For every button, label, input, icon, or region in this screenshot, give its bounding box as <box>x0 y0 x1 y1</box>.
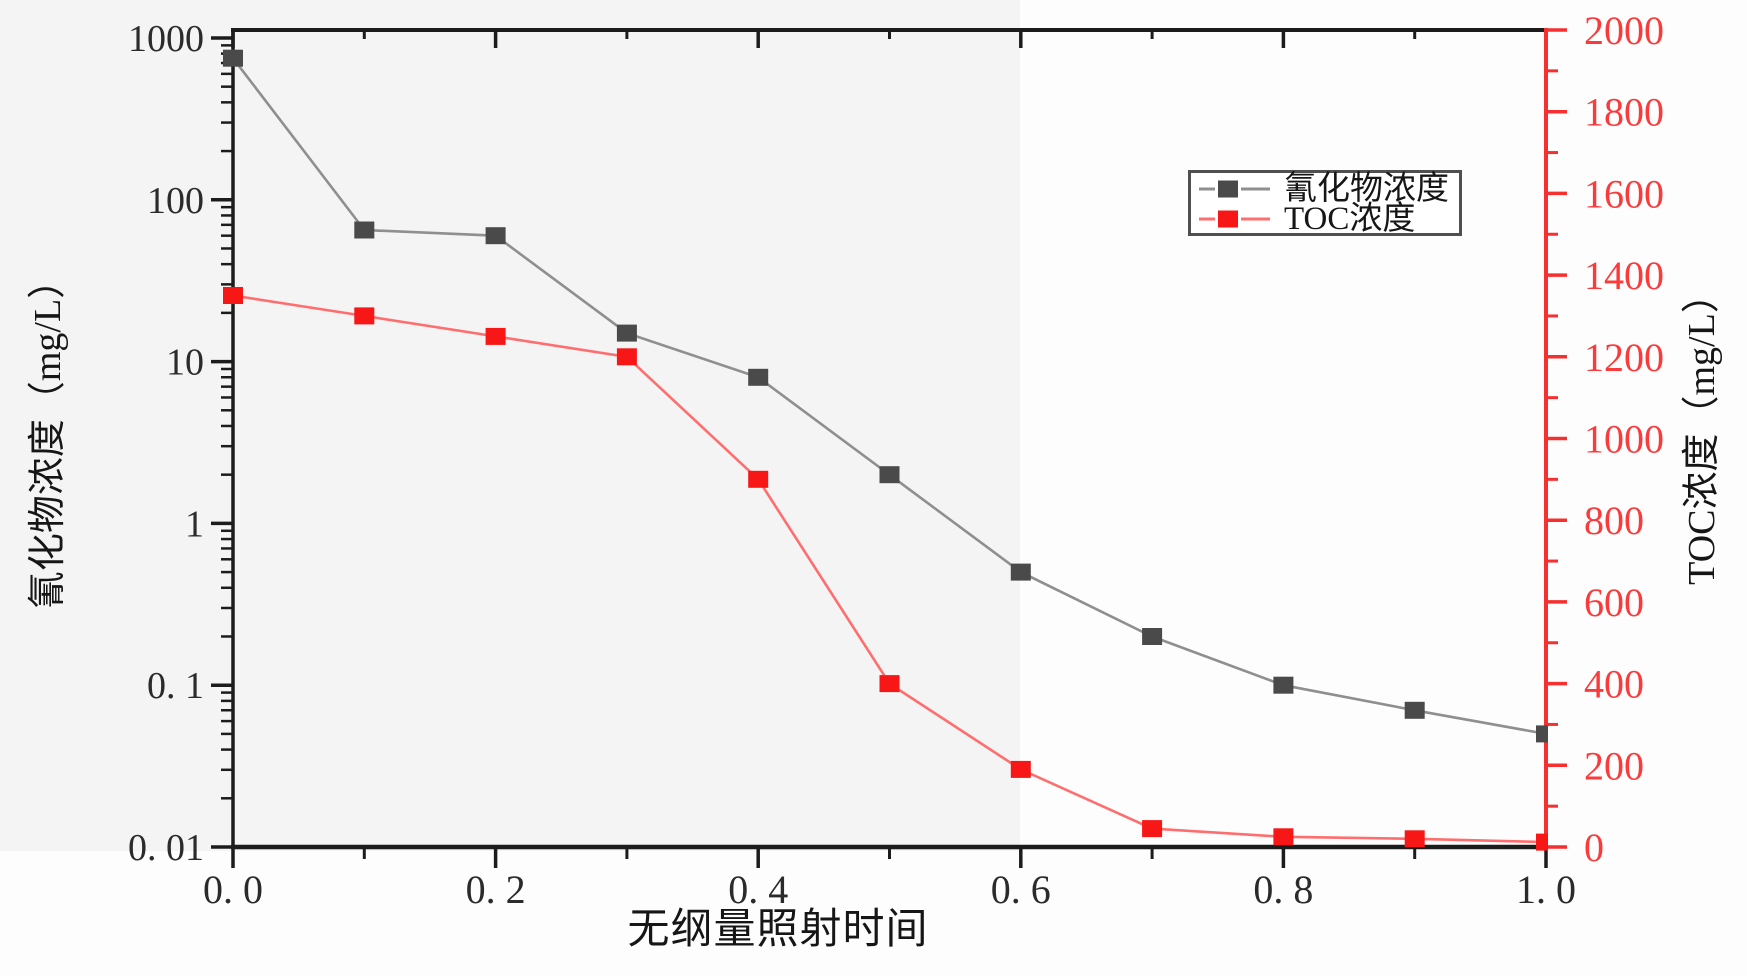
right-tick-label: 1200 <box>1584 335 1664 380</box>
right-tick-label: 1400 <box>1584 253 1664 298</box>
x-tick-label: 0. 0 <box>203 867 263 912</box>
right-tick-label: 200 <box>1584 743 1644 788</box>
data-point-marker <box>485 327 506 345</box>
data-point-marker <box>616 324 637 342</box>
data-point-marker <box>1010 563 1031 581</box>
legend-marker <box>1218 180 1238 198</box>
x-tick-label: 0. 8 <box>1253 867 1313 912</box>
data-point-marker <box>1536 833 1548 851</box>
data-point-marker <box>1536 725 1548 743</box>
left-tick-label: 0. 1 <box>147 665 204 707</box>
right-tick-label: 1600 <box>1584 171 1664 216</box>
data-point-marker <box>223 49 243 67</box>
left-tick-label: 1000 <box>128 18 204 60</box>
right-axis-title: TOC浓度（mg/L） <box>1681 275 1723 585</box>
series-line <box>232 294 1547 844</box>
data-point-marker <box>1273 828 1294 846</box>
left-tick-label: 0. 01 <box>128 827 204 869</box>
x-tick-label: 0. 6 <box>991 867 1051 912</box>
data-point-marker <box>1404 701 1425 719</box>
axis-ticks <box>211 28 1567 868</box>
legend-item-cyanide: 氰化物浓度 <box>1198 170 1459 207</box>
series-line <box>231 57 1547 736</box>
data-point-marker <box>354 307 375 325</box>
series-cyanide <box>223 49 1548 743</box>
right-tick-label: 1800 <box>1584 90 1664 135</box>
legend-label-cyanide: 氰化物浓度 <box>1284 170 1449 207</box>
series-markers <box>223 287 1548 851</box>
legend-symbol-toc <box>1199 210 1270 228</box>
data-point-marker <box>223 287 243 304</box>
x-axis-title: 无纲量照射时间 <box>627 907 929 953</box>
legend: 氰化物浓度 TOC浓度 <box>1188 170 1462 236</box>
data-point-marker <box>1273 676 1294 694</box>
background-band <box>0 0 1020 851</box>
data-point-marker <box>879 466 900 484</box>
data-point-marker <box>616 348 637 366</box>
data-point-marker <box>879 675 900 693</box>
data-point-marker <box>748 470 769 488</box>
left-tick-label: 1 <box>185 503 204 545</box>
right-tick-label: 800 <box>1584 498 1644 543</box>
right-tick-label: 1000 <box>1584 417 1664 462</box>
data-point-marker <box>1404 830 1425 848</box>
legend-marker <box>1218 210 1238 228</box>
tick-labels: 0. 0 0. 2 0. 4 0. 6 0. 8 1. 0 1000 100 10 1 0. 1 0.… <box>128 8 1664 912</box>
right-tick-label: 600 <box>1584 580 1644 625</box>
data-point-marker <box>1142 820 1163 838</box>
right-tick-label: 0 <box>1584 825 1604 870</box>
data-point-marker <box>1142 628 1163 645</box>
x-tick-label: 0. 4 <box>728 867 788 912</box>
legend-item-toc: TOC浓度 <box>1198 200 1459 237</box>
legend-symbol-cyanide <box>1199 180 1270 198</box>
legend-label-toc: TOC浓度 <box>1284 200 1416 237</box>
left-tick-label: 100 <box>147 180 204 222</box>
left-axis-title: 氰化物浓度（mg/L） <box>27 260 69 610</box>
data-point-marker <box>354 221 375 239</box>
data-point-marker <box>748 368 769 386</box>
right-tick-label: 400 <box>1584 662 1644 707</box>
series-markers <box>223 49 1548 743</box>
left-tick-label: 10 <box>166 342 204 384</box>
x-tick-label: 1. 0 <box>1516 867 1576 912</box>
data-point-marker <box>1010 760 1031 778</box>
data-point-marker <box>485 227 506 245</box>
right-tick-label: 2000 <box>1584 8 1664 53</box>
series-toc <box>223 287 1548 851</box>
axes <box>231 28 1548 850</box>
x-tick-label: 0. 2 <box>466 867 526 912</box>
